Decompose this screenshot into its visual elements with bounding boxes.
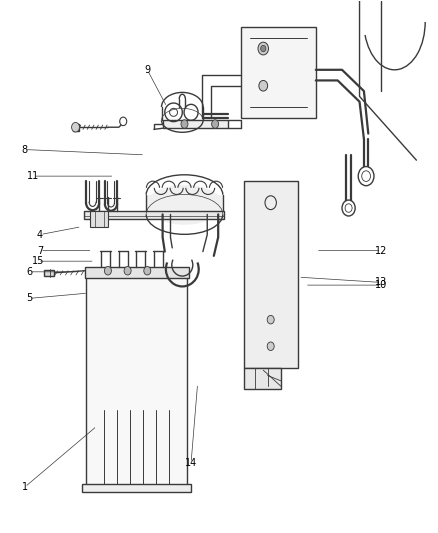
Polygon shape [162,120,228,128]
Polygon shape [84,211,223,219]
Polygon shape [90,211,108,227]
Polygon shape [241,27,315,118]
Text: 12: 12 [374,246,387,255]
Ellipse shape [146,185,222,225]
Polygon shape [44,270,54,276]
Polygon shape [146,195,222,214]
Text: 7: 7 [37,246,43,255]
Polygon shape [73,124,78,131]
Polygon shape [85,266,188,278]
Text: 4: 4 [37,230,43,240]
Circle shape [341,200,354,216]
Polygon shape [243,181,297,368]
Circle shape [258,80,267,91]
Polygon shape [81,484,191,492]
Circle shape [180,120,187,128]
Text: 14: 14 [184,458,197,468]
Text: 1: 1 [21,482,28,492]
Text: 13: 13 [374,278,387,287]
Circle shape [71,123,79,132]
Circle shape [267,316,274,324]
Text: 15: 15 [32,256,44,266]
Text: 9: 9 [144,65,150,75]
Circle shape [104,266,111,275]
Text: 6: 6 [26,267,32,277]
Text: 10: 10 [374,280,387,290]
Circle shape [120,117,127,126]
Circle shape [258,42,268,55]
Text: 5: 5 [26,293,32,303]
Text: 11: 11 [27,171,39,181]
Circle shape [267,342,274,351]
Polygon shape [86,277,186,487]
Circle shape [260,45,265,52]
Circle shape [211,120,218,128]
Circle shape [357,166,373,185]
Circle shape [144,266,150,275]
Text: 8: 8 [21,144,28,155]
Circle shape [124,266,131,275]
Polygon shape [243,368,280,389]
